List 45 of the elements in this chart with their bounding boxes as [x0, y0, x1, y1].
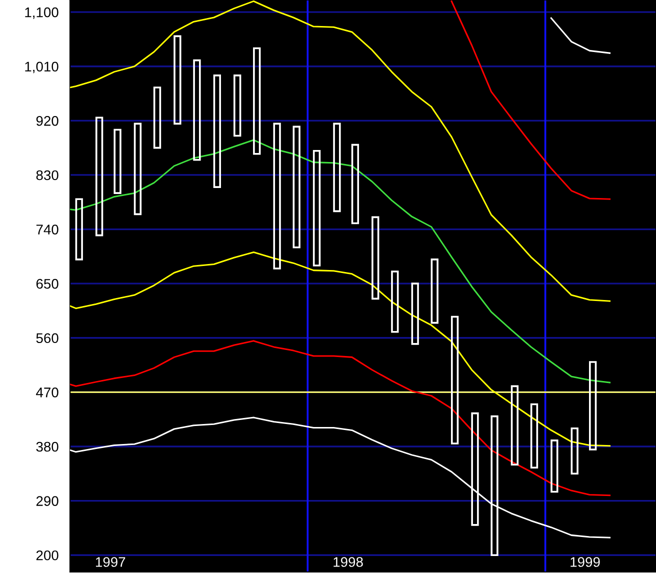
- bar: [253, 47, 261, 155]
- bar: [530, 403, 538, 469]
- bar: [589, 361, 597, 450]
- bar: [193, 59, 201, 161]
- y-tick-label: 200: [36, 550, 58, 560]
- line-series: [70, 251, 611, 447]
- bar: [372, 216, 380, 300]
- bar: [174, 35, 182, 125]
- bar: [411, 282, 419, 345]
- x-tick-label: 1997: [96, 557, 126, 567]
- bar: [450, 316, 459, 444]
- line-series: [550, 17, 611, 54]
- bar: [153, 86, 162, 149]
- bar: [75, 198, 83, 260]
- x-tick-label: 1998: [334, 557, 363, 567]
- bar: [95, 116, 104, 236]
- y-tick-label: 470: [36, 388, 58, 398]
- y-tick-label: 1,100: [25, 7, 58, 19]
- bar: [351, 144, 360, 224]
- y-tick-label: 920: [36, 116, 58, 126]
- y-tick-label: 830: [36, 170, 58, 180]
- bar: [391, 270, 399, 333]
- bar: [273, 122, 281, 270]
- bar: [213, 74, 221, 188]
- bar: [550, 440, 558, 493]
- y-tick-label: 290: [36, 496, 58, 506]
- bar: [430, 258, 438, 324]
- line-series: [450, 0, 611, 200]
- bar: [114, 128, 122, 194]
- y-tick-label: 740: [36, 224, 58, 234]
- y-tick-label: 560: [36, 333, 58, 344]
- line-series: [70, 139, 611, 384]
- bar: [134, 122, 142, 216]
- bar: [333, 122, 341, 212]
- x-tick-label: 1999: [570, 557, 600, 567]
- bar: [234, 74, 242, 137]
- y-tick-label: 1,010: [25, 62, 58, 74]
- bar: [510, 385, 519, 466]
- bar: [292, 126, 300, 248]
- line-series: [70, 0, 611, 302]
- bar: [312, 150, 321, 266]
- line-series: [70, 340, 611, 496]
- bar: [570, 427, 578, 475]
- y-tick-label: 650: [36, 278, 58, 289]
- y-tick-label: 380: [36, 442, 58, 452]
